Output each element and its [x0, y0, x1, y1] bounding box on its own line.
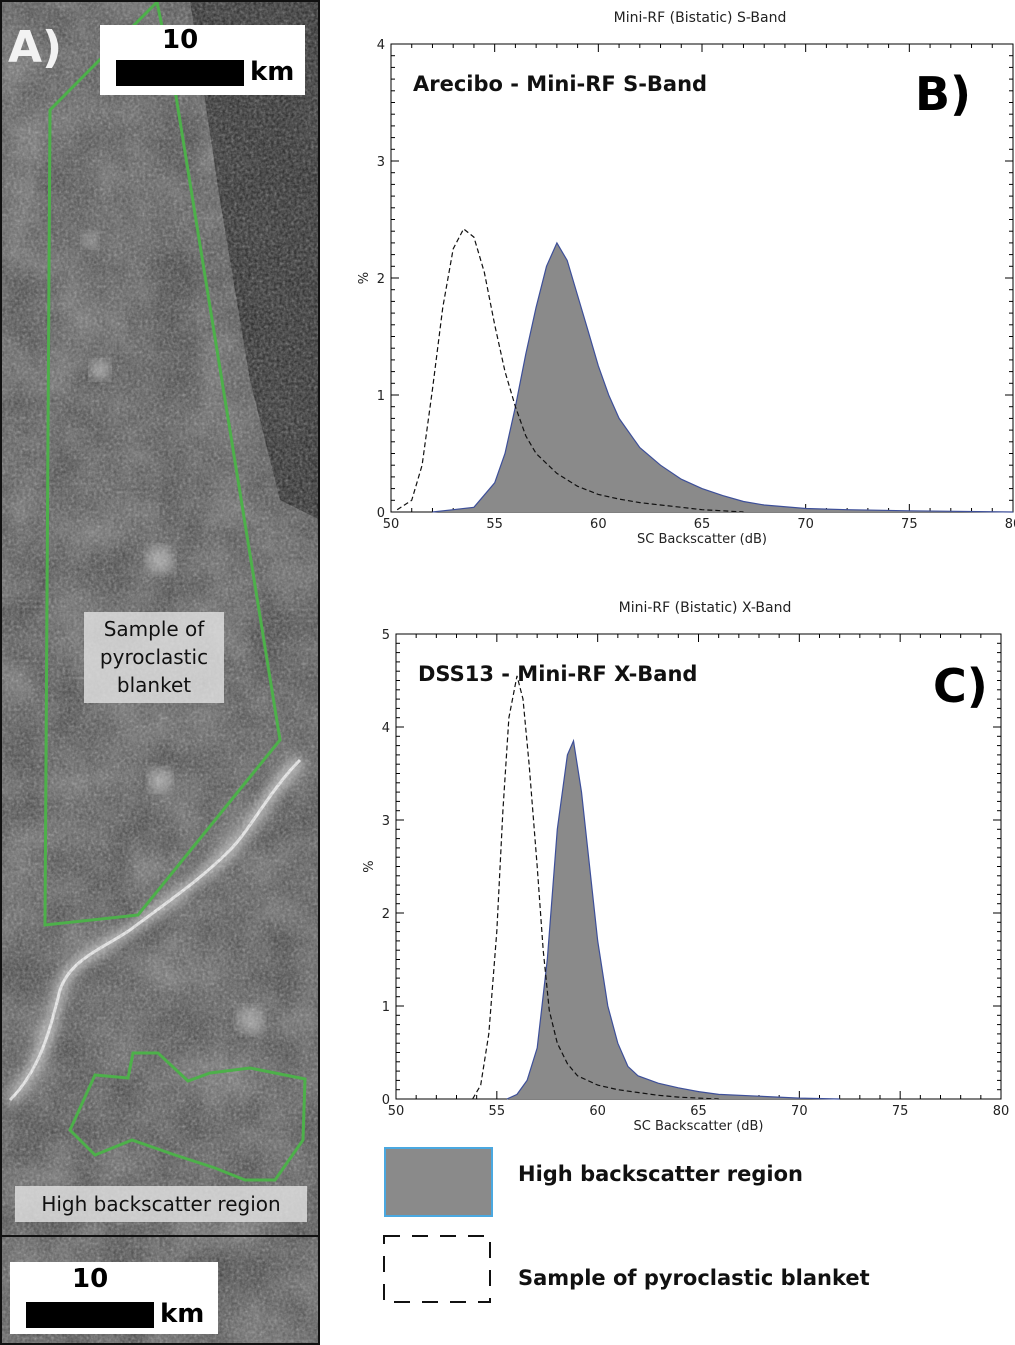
scale-unit: km — [160, 1299, 205, 1329]
series-high-backscatter-line — [506, 738, 840, 1100]
panel-letter: C) — [933, 659, 988, 713]
scale-unit: km — [250, 57, 295, 87]
x-tick-label: 65 — [690, 1104, 707, 1119]
y-tick-label: 4 — [377, 38, 385, 53]
chart-s-band-plot: 50 55 60 65 70 75 80 0 1 2 3 4 SC Backscatter (dB)% A… — [357, 38, 1015, 547]
series-pyroclastic-dashed-line — [396, 227, 744, 513]
inner-title: Arecibo - Mini-RF S-Band — [413, 72, 707, 96]
y-tick-label: 0 — [377, 506, 385, 521]
scale-bar-line — [26, 1302, 154, 1328]
x-tick-label: 50 — [388, 1104, 405, 1119]
y-tick-label: 5 — [382, 628, 390, 643]
x-tick-label: 55 — [486, 517, 503, 532]
legend-swatch-dashed — [383, 1235, 491, 1303]
series-high-backscatter-area — [506, 740, 840, 1099]
legend-label-pyroclastic: Sample of pyroclastic blanket — [518, 1266, 870, 1290]
bottom-scale-bar: 10 km — [10, 1262, 218, 1334]
top-scale-bar: 10 km — [100, 25, 305, 95]
x-tick-label: 50 — [383, 517, 400, 532]
y-tick-label: 1 — [382, 1000, 390, 1015]
x-tick-label: 80 — [993, 1104, 1010, 1119]
x-tick-label: 65 — [694, 517, 711, 532]
x-tick-label: 70 — [791, 1104, 808, 1119]
plot-frame — [395, 633, 1002, 1100]
y-tick-label: 3 — [377, 155, 385, 170]
panel-letter: B) — [915, 67, 971, 121]
x-tick-label: 75 — [892, 1104, 909, 1119]
y-tick-label: 0 — [382, 1093, 390, 1108]
y-axis-label: % — [362, 860, 377, 872]
x-axis-label: SC Backscatter (dB) — [634, 1119, 764, 1134]
y-tick-label: 2 — [377, 272, 385, 287]
panel-a-letter: A) — [8, 22, 63, 73]
chart-s-band: Mini-RF (Bistatic) S-Band 50 55 60 65 70 75 8 0… — [335, 0, 1015, 560]
series-high-backscatter-area — [432, 242, 1013, 512]
chart-x-band: Mini-RF (Bistatic) X-Band 50 55 60 65 70 75 80… — [335, 590, 1015, 1145]
x-tick-label: 70 — [797, 517, 814, 532]
scale-value: 10 — [72, 1264, 109, 1294]
scale-bar-line — [116, 60, 244, 86]
radar-image-panel: A) 10 km Sample of pyroclastic blanket H… — [0, 0, 320, 1345]
y-axis-label: % — [357, 272, 372, 284]
y-tick-label: 2 — [382, 907, 390, 922]
x-axis-label: SC Backscatter (dB) — [637, 532, 767, 547]
chart-x-band-plot: 50 55 60 65 70 75 80 0 1 2 3 4 5 SC Backscatter (dB)%… — [362, 628, 1010, 1134]
y-tick-label: 4 — [382, 721, 390, 736]
x-tick-label: 75 — [901, 517, 918, 532]
x-tick-label: 60 — [589, 1104, 606, 1119]
high-backscatter-label: High backscatter region — [15, 1186, 307, 1222]
high-backscatter-outline — [68, 1051, 307, 1182]
legend-swatch-filled — [384, 1147, 493, 1217]
x-tick-label: 55 — [489, 1104, 506, 1119]
y-tick-label: 1 — [377, 389, 385, 404]
inner-title: DSS13 - Mini-RF X-Band — [418, 662, 697, 686]
legend-label-high: High backscatter region — [518, 1162, 803, 1186]
chart-title: Mini-RF (Bistatic) X-Band — [618, 600, 792, 616]
series-high-backscatter-line — [432, 241, 1014, 513]
chart-title: Mini-RF (Bistatic) S-Band — [613, 10, 787, 26]
x-tick-label: 60 — [590, 517, 607, 532]
scale-value: 10 — [162, 25, 199, 55]
y-tick-label: 3 — [382, 814, 390, 829]
x-tick-label: 80 — [1005, 517, 1015, 532]
pyroclastic-blanket-label: Sample of pyroclastic blanket — [84, 612, 224, 703]
